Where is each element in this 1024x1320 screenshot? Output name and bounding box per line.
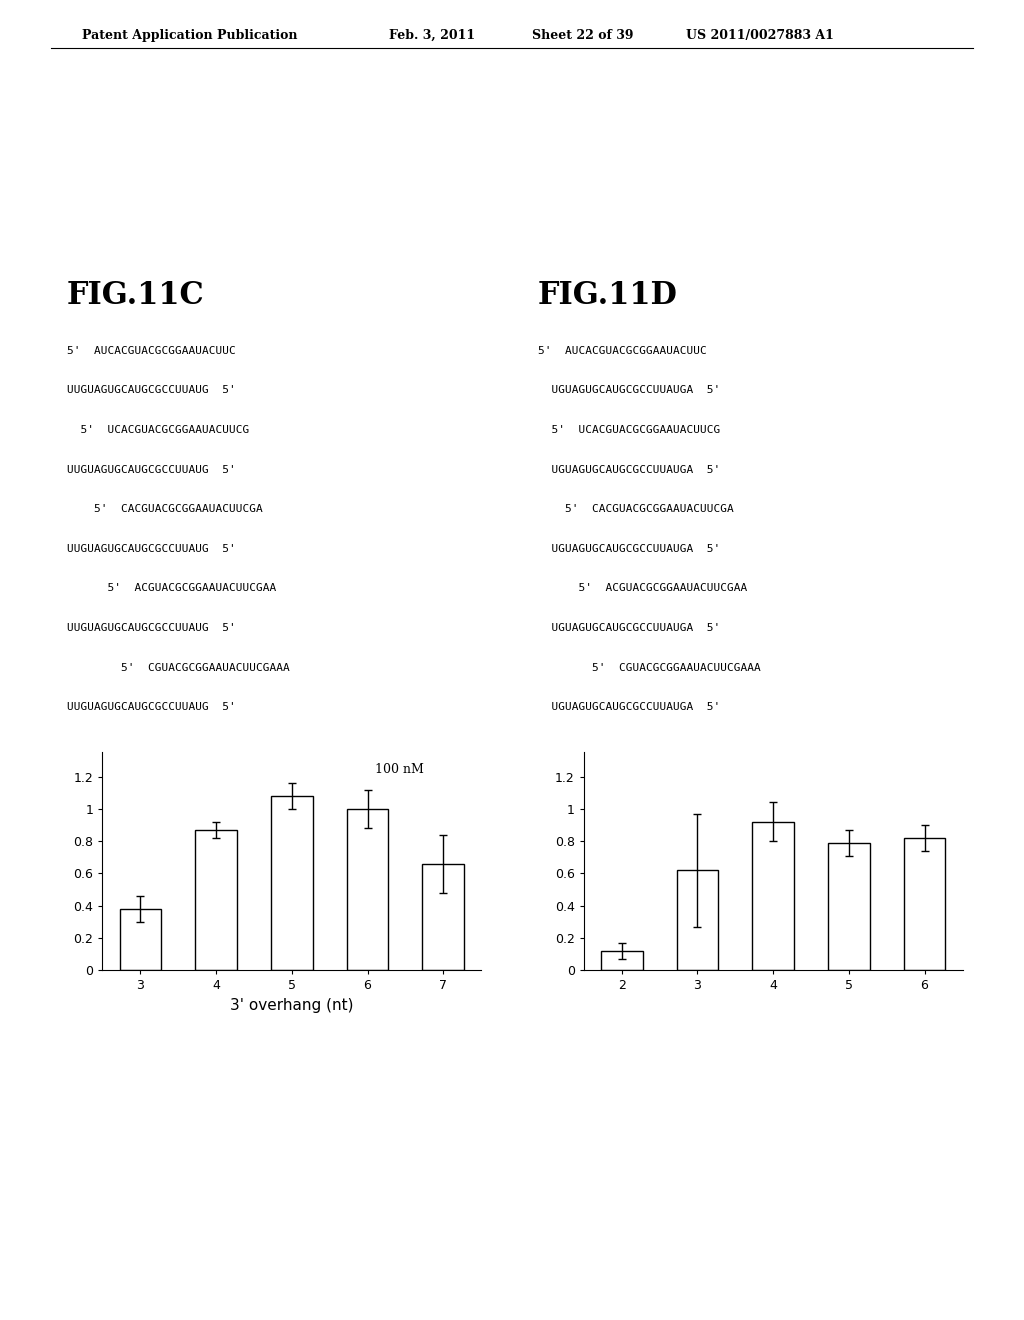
Text: UUGUAGUGCAUGCGCCUUAUG  5': UUGUAGUGCAUGCGCCUUAUG 5'	[67, 702, 236, 713]
Text: 5'  UCACGUACGCGGAAUACUUCG: 5' UCACGUACGCGGAAUACUUCG	[67, 425, 249, 436]
Text: Sheet 22 of 39: Sheet 22 of 39	[532, 29, 634, 42]
Text: 5'  AUCACGUACGCGGAAUACUUC: 5' AUCACGUACGCGGAAUACUUC	[538, 346, 707, 356]
Text: UUGUAGUGCAUGCGCCUUAUG  5': UUGUAGUGCAUGCGCCUUAUG 5'	[67, 623, 236, 634]
Text: FIG.11C: FIG.11C	[67, 280, 205, 310]
Bar	[601, 950, 642, 970]
Text: UUGUAGUGCAUGCGCCUUAUG  5': UUGUAGUGCAUGCGCCUUAUG 5'	[67, 385, 236, 396]
Text: UGUAGUGCAUGCGCCUUAUGA  5': UGUAGUGCAUGCGCCUUAUGA 5'	[538, 465, 720, 475]
Text: UGUAGUGCAUGCGCCUUAUGA  5': UGUAGUGCAUGCGCCUUAUGA 5'	[538, 544, 720, 554]
Bar	[271, 796, 312, 970]
Bar	[196, 830, 237, 970]
Text: Feb. 3, 2011: Feb. 3, 2011	[389, 29, 475, 42]
Bar	[904, 838, 945, 970]
Text: UGUAGUGCAUGCGCCUUAUGA  5': UGUAGUGCAUGCGCCUUAUGA 5'	[538, 702, 720, 713]
Bar	[120, 909, 161, 970]
Bar	[677, 870, 718, 970]
Bar	[347, 809, 388, 970]
Text: UGUAGUGCAUGCGCCUUAUGA  5': UGUAGUGCAUGCGCCUUAUGA 5'	[538, 623, 720, 634]
Bar	[423, 863, 464, 970]
Text: 5'  CGUACGCGGAAUACUUCGAAA: 5' CGUACGCGGAAUACUUCGAAA	[67, 663, 290, 673]
Text: FIG.11D: FIG.11D	[538, 280, 678, 310]
Text: US 2011/0027883 A1: US 2011/0027883 A1	[686, 29, 834, 42]
Text: 5'  CACGUACGCGGAAUACUUCGA: 5' CACGUACGCGGAAUACUUCGA	[538, 504, 733, 515]
Text: 5'  CGUACGCGGAAUACUUCGAAA: 5' CGUACGCGGAAUACUUCGAAA	[538, 663, 761, 673]
Text: 5'  CACGUACGCGGAAUACUUCGA: 5' CACGUACGCGGAAUACUUCGA	[67, 504, 262, 515]
Text: 5'  ACGUACGCGGAAUACUUCGAA: 5' ACGUACGCGGAAUACUUCGAA	[67, 583, 275, 594]
Text: 5'  AUCACGUACGCGGAAUACUUC: 5' AUCACGUACGCGGAAUACUUC	[67, 346, 236, 356]
Text: UUGUAGUGCAUGCGCCUUAUG  5': UUGUAGUGCAUGCGCCUUAUG 5'	[67, 465, 236, 475]
Text: 5'  ACGUACGCGGAAUACUUCGAA: 5' ACGUACGCGGAAUACUUCGAA	[538, 583, 746, 594]
Text: UGUAGUGCAUGCGCCUUAUGA  5': UGUAGUGCAUGCGCCUUAUGA 5'	[538, 385, 720, 396]
Bar	[828, 842, 869, 970]
Text: Patent Application Publication: Patent Application Publication	[82, 29, 297, 42]
Text: UUGUAGUGCAUGCGCCUUAUG  5': UUGUAGUGCAUGCGCCUUAUG 5'	[67, 544, 236, 554]
Bar	[753, 822, 794, 970]
X-axis label: 3' overhang (nt): 3' overhang (nt)	[230, 998, 353, 1012]
Text: 5'  UCACGUACGCGGAAUACUUCG: 5' UCACGUACGCGGAAUACUUCG	[538, 425, 720, 436]
Text: 100 nM: 100 nM	[375, 763, 424, 776]
